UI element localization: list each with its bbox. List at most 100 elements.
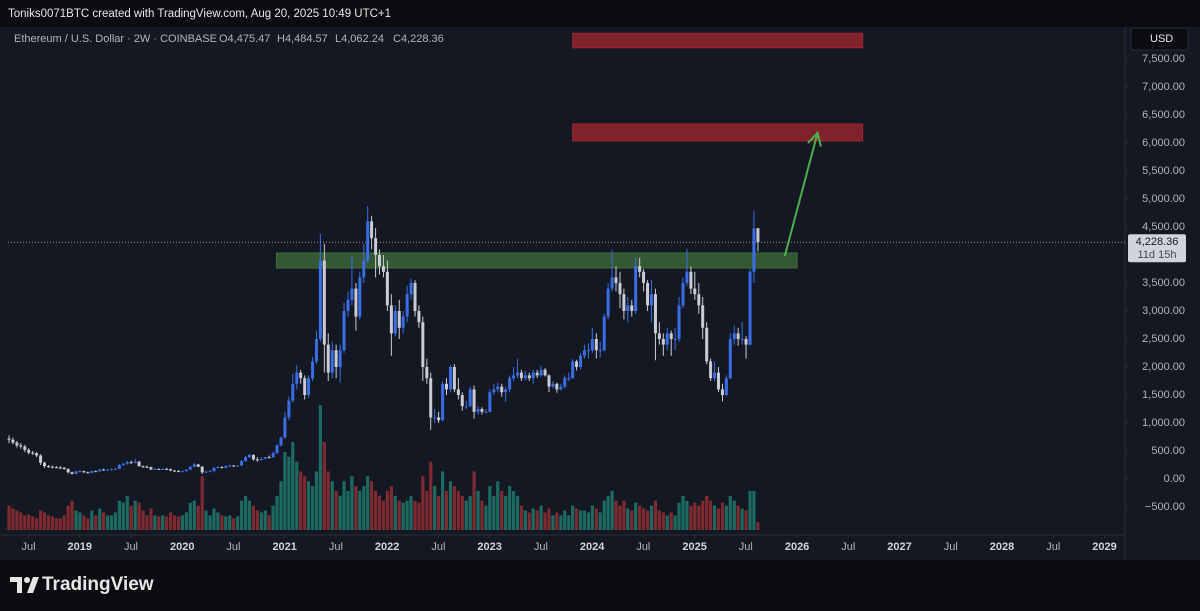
y-tick-label: −500.00 xyxy=(1145,501,1185,513)
candle-body xyxy=(330,350,334,373)
candle-body xyxy=(216,466,220,468)
candle-body xyxy=(90,471,94,473)
volume-bar xyxy=(362,486,366,530)
price-zone xyxy=(572,123,864,142)
candle-body xyxy=(66,468,70,473)
volume-bar xyxy=(42,512,47,530)
candle-body xyxy=(709,361,713,379)
x-tick-label: Jul xyxy=(739,541,753,553)
candle-body xyxy=(512,375,516,379)
volume-bar xyxy=(571,505,575,530)
candle-body xyxy=(11,439,15,443)
candle-body xyxy=(98,469,102,472)
candle-body xyxy=(247,454,251,458)
symbol: Ethereum / U.S. Dollar · 2W · COINBASE xyxy=(14,33,217,45)
volume-bar xyxy=(90,510,94,530)
volume-bar xyxy=(165,516,169,530)
currency[interactable]: USD xyxy=(1150,33,1173,45)
candle-body xyxy=(58,467,62,469)
candle-body xyxy=(539,369,543,376)
candle-body xyxy=(559,386,563,390)
candle-body xyxy=(444,383,448,390)
x-tick-label: 2025 xyxy=(682,541,706,553)
candle-body xyxy=(244,457,248,462)
volume-bar xyxy=(728,495,732,530)
volume-bar xyxy=(342,481,346,530)
volume-bar xyxy=(161,515,165,530)
volume-bar xyxy=(306,481,311,530)
candle-body xyxy=(208,471,212,473)
candle-body xyxy=(484,411,488,413)
candle-body xyxy=(200,466,204,473)
candle-body xyxy=(551,383,555,387)
volume-bar xyxy=(468,495,472,530)
y-tick-label: 3,500.00 xyxy=(1142,277,1185,289)
volume-bar xyxy=(563,510,567,530)
volume-bar xyxy=(464,500,468,530)
volume-bar xyxy=(204,510,208,530)
volume-bar xyxy=(208,515,212,530)
y-tick-label: 0.00 xyxy=(1164,473,1185,485)
volume-bar xyxy=(172,515,177,530)
candle-body xyxy=(590,338,594,351)
candle-body xyxy=(145,466,149,468)
candle-body xyxy=(673,338,677,340)
volume-bar xyxy=(239,500,244,530)
arrow-head xyxy=(807,130,822,147)
volume-bar xyxy=(641,508,646,530)
x-tick-label: Jul xyxy=(329,541,343,553)
volume-bar xyxy=(11,508,15,530)
candle-body xyxy=(642,271,646,283)
volume-bar xyxy=(34,518,39,530)
candle-body xyxy=(180,471,184,473)
candle-body xyxy=(279,437,283,446)
volume-bar xyxy=(417,502,421,530)
currency-button[interactable] xyxy=(1130,27,1189,51)
candle-body xyxy=(657,333,661,339)
volume-bar xyxy=(263,510,267,530)
candle-body xyxy=(117,464,121,469)
candle-body xyxy=(149,467,153,470)
volume-bar xyxy=(291,442,295,530)
candle-body xyxy=(689,271,693,289)
candle-body xyxy=(543,369,547,376)
volume-bar xyxy=(555,512,559,530)
x-tick-label: 2020 xyxy=(170,541,194,553)
candle-body xyxy=(82,471,86,473)
volume-bar xyxy=(354,486,358,530)
last-price-label: 4,228.36 xyxy=(1136,236,1179,248)
x-tick-label: 2026 xyxy=(785,541,809,553)
volume-bar xyxy=(480,500,484,530)
volume-bar xyxy=(228,515,232,530)
volume-bar xyxy=(283,451,287,530)
candle-body xyxy=(275,445,279,454)
candle-body xyxy=(19,445,23,447)
candle-body xyxy=(70,472,74,474)
candle-body xyxy=(232,465,236,467)
candle-body xyxy=(638,266,642,272)
candle-body xyxy=(685,271,689,283)
candle-body xyxy=(212,467,216,472)
candle-body xyxy=(464,406,468,408)
price-zone xyxy=(572,32,864,49)
candle-body xyxy=(669,333,673,339)
volume-bar xyxy=(504,495,508,530)
volume-bar xyxy=(255,510,259,530)
candle-body xyxy=(409,282,413,295)
volume-bar xyxy=(133,500,137,530)
candle-body xyxy=(500,386,504,393)
volume-bar xyxy=(732,500,736,530)
candle-body xyxy=(701,305,705,328)
volume-bar xyxy=(216,512,220,530)
volume-bar xyxy=(649,505,654,530)
candle-body xyxy=(31,452,35,454)
volume-bar xyxy=(425,490,429,530)
candle-body xyxy=(165,468,169,470)
candle-body xyxy=(157,468,161,470)
volume-bar xyxy=(405,500,409,530)
candle-body xyxy=(188,466,192,470)
volume-bar xyxy=(54,518,58,530)
candle-body xyxy=(177,470,181,472)
candle-body xyxy=(736,333,740,339)
candle-body xyxy=(649,294,653,306)
